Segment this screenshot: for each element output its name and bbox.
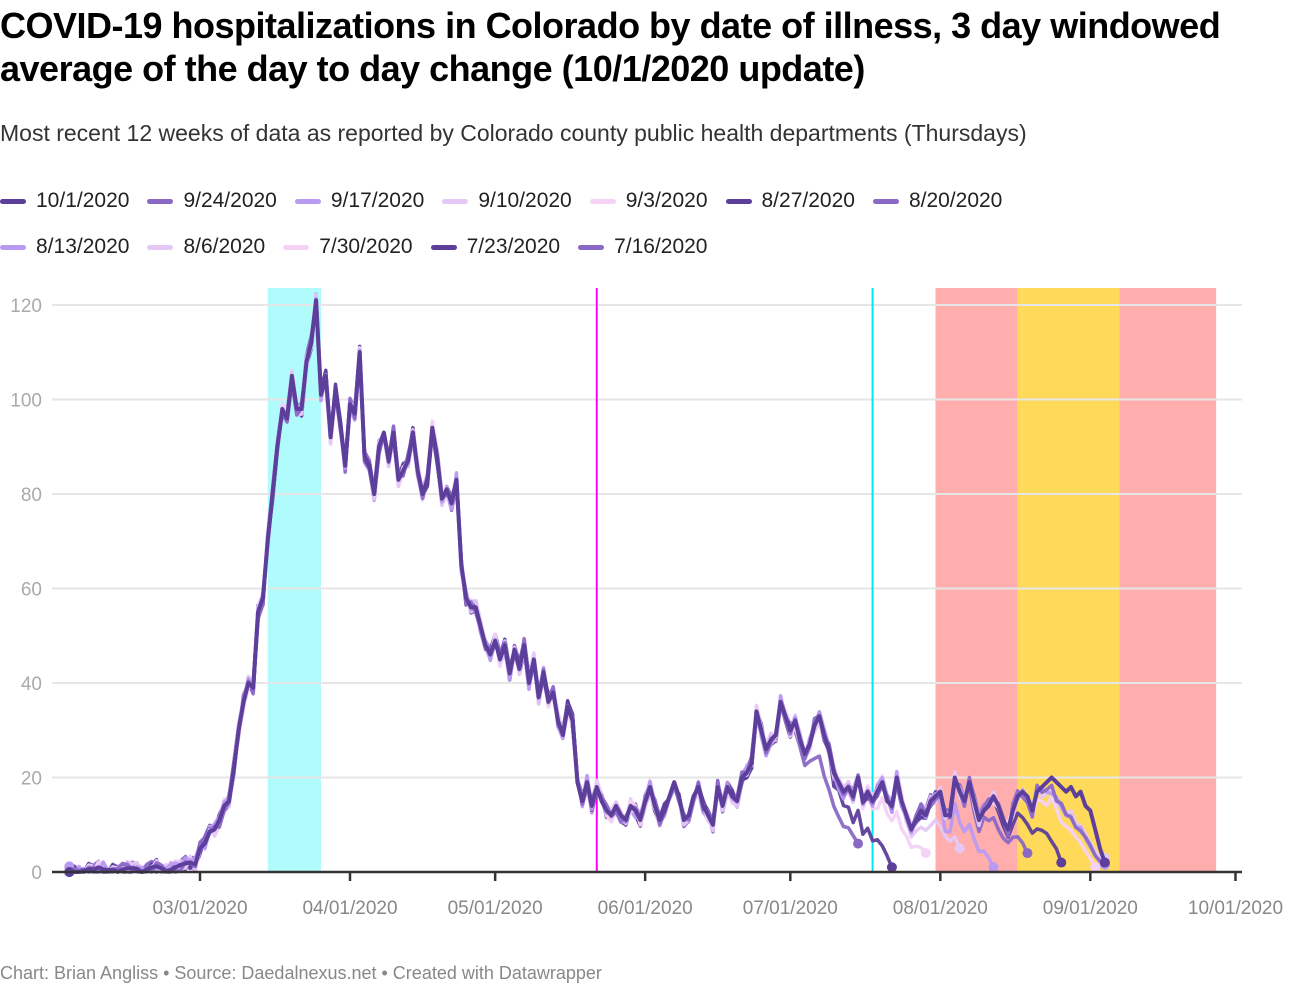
- legend-swatch: [0, 244, 26, 250]
- chart-subtitle: Most recent 12 weeks of data as reported…: [0, 120, 1027, 146]
- legend: 10/1/2020 9/24/2020 9/17/2020 9/10/2020 …: [0, 178, 1290, 270]
- series-end-dot: [853, 838, 864, 849]
- legend-swatch: [872, 198, 899, 204]
- legend-item[interactable]: 7/23/2020: [430, 235, 561, 259]
- legend-item[interactable]: 7/30/2020: [283, 235, 413, 259]
- y-tick-label: 80: [21, 485, 42, 506]
- legend-item[interactable]: 9/24/2020: [147, 189, 277, 213]
- legend-item[interactable]: 8/6/2020: [147, 235, 265, 259]
- legend-swatch: [0, 198, 26, 204]
- legend-swatch: [147, 244, 174, 250]
- legend-swatch: [283, 244, 310, 250]
- y-tick-label: 20: [21, 769, 42, 790]
- annotation-lines: [595, 288, 874, 872]
- legend-item[interactable]: 9/10/2020: [442, 189, 572, 213]
- legend-swatch: [589, 198, 616, 204]
- legend-swatch: [578, 244, 605, 250]
- legend-item[interactable]: 10/1/2020: [0, 189, 129, 213]
- legend-swatch: [147, 198, 174, 204]
- series-line: [69, 298, 1107, 874]
- legend-item[interactable]: 9/17/2020: [294, 189, 425, 213]
- legend-item[interactable]: 8/27/2020: [725, 189, 855, 213]
- legend-label: 9/10/2020: [478, 189, 572, 212]
- legend-swatch: [294, 198, 321, 204]
- series-line: [68, 299, 1063, 874]
- x-tick-label: 03/01/2020: [152, 898, 247, 919]
- x-tick-label: 10/01/2020: [1188, 898, 1283, 919]
- legend-label: 8/13/2020: [36, 235, 130, 258]
- series-line: [68, 298, 928, 874]
- y-tick-label: 0: [31, 863, 42, 884]
- series-end-dot: [1090, 862, 1101, 873]
- series-end-dot: [886, 862, 897, 873]
- legend-swatch: [430, 244, 457, 250]
- y-tick-label: 60: [21, 580, 42, 601]
- legend-label: 7/16/2020: [614, 235, 708, 258]
- x-tick-label: 09/01/2020: [1043, 898, 1138, 919]
- legend-label: 8/27/2020: [761, 189, 855, 212]
- y-axis: 0 20 40 60 80 100 120: [10, 296, 42, 884]
- line-chart: 03/01/2020 04/01/2020 05/01/2020 06/01/2020…: [10, 288, 1283, 919]
- highlight-band: [1017, 288, 1120, 872]
- legend-label: 9/17/2020: [330, 189, 425, 212]
- legend-item[interactable]: 8/13/2020: [0, 235, 129, 259]
- legend-label: 7/23/2020: [466, 235, 561, 258]
- legend-label: 10/1/2020: [36, 189, 130, 212]
- x-tick-label: 07/01/2020: [743, 898, 838, 919]
- legend-label: 9/24/2020: [183, 189, 277, 212]
- series-end-dot: [1022, 848, 1033, 859]
- x-tick-label: 08/01/2020: [893, 898, 988, 919]
- legend-row: 10/1/2020 9/24/2020 9/17/2020 9/10/2020 …: [0, 178, 1290, 224]
- series-end-dot: [988, 862, 999, 873]
- x-axis: 03/01/2020 04/01/2020 05/01/2020 06/01/2020…: [52, 870, 1283, 919]
- highlight-band: [935, 288, 1018, 872]
- highlight-bands: [267, 288, 1217, 872]
- series-end-dot: [954, 843, 965, 854]
- chart-title: COVID-19 hospitalizations in Colorado by…: [0, 5, 1221, 89]
- legend-label: 8/20/2020: [908, 189, 1003, 212]
- y-tick-label: 120: [10, 296, 42, 317]
- highlight-band: [1119, 288, 1217, 872]
- series-lines: [64, 292, 1110, 877]
- legend-swatch: [725, 198, 752, 204]
- chart-footer: Chart: Brian Angliss • Source: Daedalnex…: [0, 963, 602, 983]
- legend-swatch: [442, 198, 469, 204]
- legend-item[interactable]: 7/16/2020: [578, 235, 708, 259]
- x-tick-label: 05/01/2020: [448, 898, 543, 919]
- x-tick-label: 04/01/2020: [302, 898, 397, 919]
- y-tick-label: 100: [10, 391, 42, 412]
- legend-label: 9/3/2020: [625, 189, 708, 212]
- legend-label: 8/6/2020: [183, 235, 266, 258]
- y-tick-label: 40: [21, 674, 42, 695]
- x-tick-label: 06/01/2020: [598, 898, 693, 919]
- legend-label: 7/30/2020: [319, 235, 413, 258]
- highlight-band: [267, 288, 321, 872]
- legend-row: 8/13/2020 8/6/2020 7/30/2020 7/23/2020 7…: [0, 224, 1290, 270]
- series-end-dot: [1099, 857, 1110, 868]
- series-line: [68, 295, 894, 874]
- series-end-dot: [920, 848, 931, 859]
- legend-item[interactable]: 8/20/2020: [872, 189, 1003, 213]
- series-end-dot: [1056, 857, 1067, 868]
- legend-item[interactable]: 9/3/2020: [589, 189, 708, 213]
